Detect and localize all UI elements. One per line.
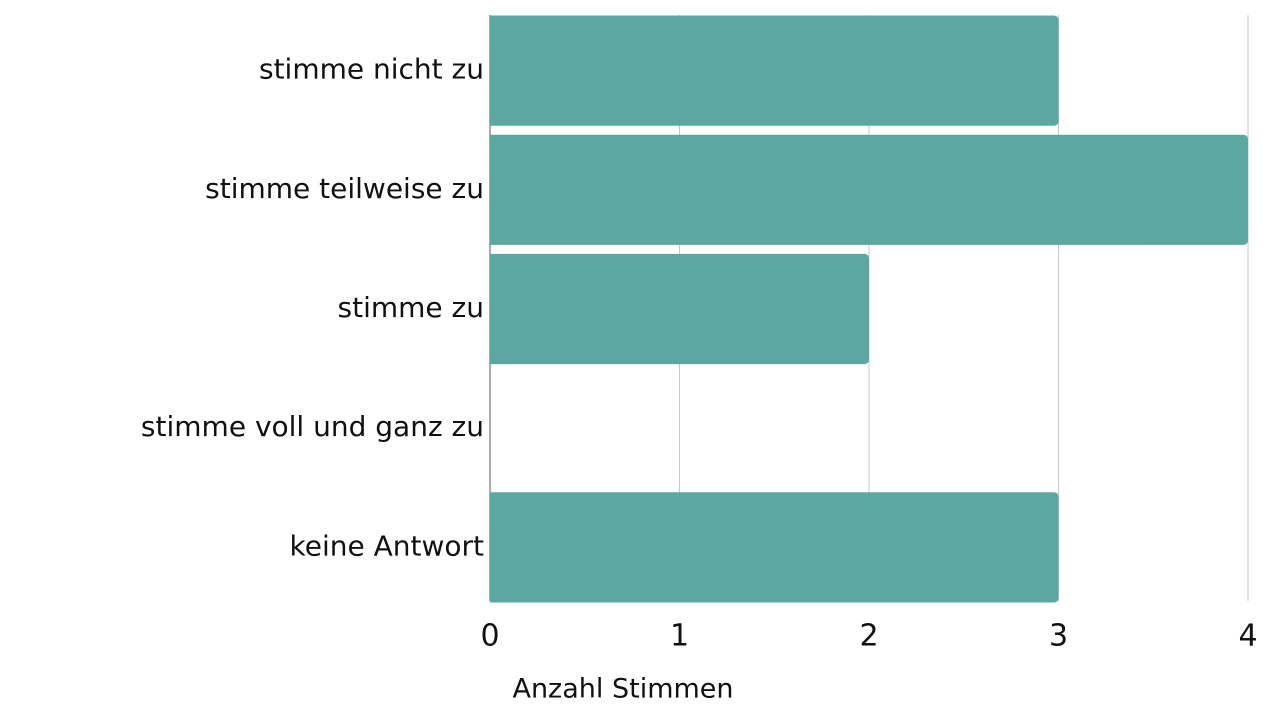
bar	[490, 492, 1059, 603]
x-tick-label: 0	[480, 619, 499, 654]
y-tick-label: keine Antwort	[290, 529, 485, 562]
bar	[490, 134, 1248, 245]
bar	[490, 253, 869, 365]
x-tick-label: 4	[1238, 619, 1257, 654]
x-tick-label: 1	[670, 619, 689, 654]
y-tick-label: stimme nicht zu	[259, 53, 484, 86]
x-axis-title: Anzahl Stimmen	[512, 674, 733, 705]
y-tick-label: stimme voll und ganz zu	[141, 410, 484, 443]
y-tick-label: stimme zu	[338, 291, 484, 324]
x-tick-label: 3	[1049, 619, 1068, 654]
x-tick-label: 2	[859, 619, 878, 654]
y-tick-label: stimme teilweise zu	[205, 172, 484, 205]
bar	[490, 15, 1059, 126]
